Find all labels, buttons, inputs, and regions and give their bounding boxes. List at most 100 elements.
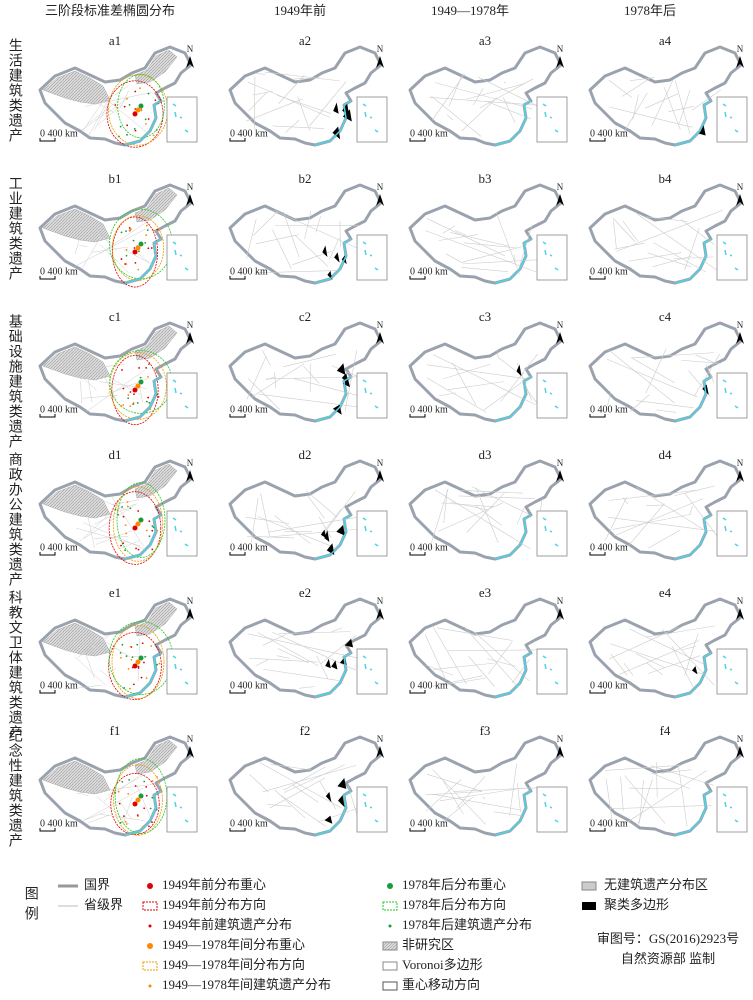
coastline: [124, 514, 162, 560]
inset-map: [716, 372, 748, 419]
inset-map: [536, 96, 568, 143]
province-line: [76, 684, 102, 689]
center: [138, 793, 144, 799]
scale-label: 0 400 km: [410, 404, 448, 415]
cluster-polygon: [332, 126, 341, 140]
scale-bar: [39, 828, 56, 832]
province-line: [113, 667, 116, 671]
cluster-polygon: [333, 102, 339, 114]
legend-item: 1949—1978年间分布方向: [162, 957, 305, 972]
province-line: [99, 220, 149, 255]
site-point: [124, 821, 127, 823]
voronoi-edge: [261, 349, 271, 366]
panel-label: c2: [299, 309, 311, 324]
coastline: [674, 100, 712, 146]
site-point: [121, 780, 124, 783]
cluster-polygon: [344, 638, 354, 648]
voronoi-edge: [607, 391, 611, 406]
province-line: [79, 637, 100, 655]
voronoi-edge: [267, 804, 292, 807]
map-panel: f4 N 0 400 km: [588, 723, 748, 837]
scale-label: 0 400 km: [230, 680, 268, 691]
inset-map: [716, 648, 748, 695]
voronoi-edge: [277, 648, 309, 664]
scale-label: 0 400 km: [230, 266, 268, 277]
scale-bar: [229, 690, 246, 694]
coastline: [494, 514, 532, 560]
voronoi-edge: [293, 77, 320, 80]
north-arrow: [376, 332, 384, 344]
legend-item: 1949年前分布重心: [162, 877, 266, 892]
inset-map: [356, 510, 388, 557]
site-point: [133, 247, 136, 249]
coastline: [314, 790, 352, 836]
icon: [388, 924, 392, 928]
row-label: 基础设施建筑类遗产: [7, 313, 23, 449]
voronoi-edge: [453, 787, 539, 792]
voronoi-edge: [612, 514, 691, 530]
voronoi-edge: [309, 81, 347, 127]
inset-map: [356, 786, 388, 833]
voronoi-edge: [705, 364, 715, 384]
cluster-polygon: [325, 791, 332, 803]
country-outline: [228, 735, 383, 837]
scale-label: 0 400 km: [410, 818, 448, 829]
cluster-polygon: [334, 252, 340, 263]
inset-map: [166, 786, 198, 833]
column-header: 三阶段标准差椭圆分布: [45, 3, 175, 18]
site-point: [145, 786, 148, 788]
site-point: [136, 402, 139, 404]
non-study-area: [42, 622, 111, 657]
row-label: 工业建筑类遗产: [7, 176, 23, 281]
voronoi-edge: [475, 505, 502, 526]
center: [132, 249, 138, 255]
map-panel: b4 N 0 400 km: [588, 171, 748, 285]
north-arrow: [736, 470, 744, 482]
site-point: [129, 405, 132, 408]
north-arrow: [186, 746, 194, 758]
panel-label: a3: [479, 33, 491, 48]
panel-label: d1: [109, 447, 122, 462]
province-line: [81, 109, 111, 131]
voronoi-edge: [316, 655, 329, 679]
panel-label: c4: [659, 309, 672, 324]
site-point: [126, 501, 129, 503]
ellipse: [111, 354, 159, 426]
country-outline: [228, 321, 383, 423]
inset-islands: [172, 103, 189, 133]
inset-islands: [362, 103, 379, 133]
legend-item: 1949年前分布方向: [162, 897, 266, 912]
site-point: [143, 661, 145, 664]
ellipse: [116, 482, 166, 558]
scale-bar: [39, 552, 56, 556]
voronoi-edge: [250, 497, 259, 544]
site-point: [124, 549, 126, 552]
icon: [147, 943, 153, 949]
province-line: [75, 656, 106, 686]
voronoi-edge: [652, 255, 693, 268]
voronoi-edge: [631, 352, 714, 359]
north-arrow: [186, 470, 194, 482]
inset-map: [166, 96, 198, 143]
coastline: [494, 790, 532, 836]
inset-map: [166, 510, 198, 557]
inset-map: [716, 234, 748, 281]
voronoi-edge: [606, 358, 698, 398]
voronoi-edge: [623, 770, 707, 825]
icon: [148, 924, 152, 928]
coastline: [494, 376, 532, 422]
center: [132, 111, 138, 117]
site-point: [155, 129, 158, 131]
voronoi-edge: [461, 267, 509, 273]
inset-islands: [362, 655, 379, 685]
inset-islands: [722, 103, 739, 133]
north-label: N: [377, 458, 384, 468]
cluster-polygon: [325, 658, 331, 669]
province-line: [87, 365, 141, 396]
non-study-area: [42, 208, 111, 243]
voronoi-edge: [444, 677, 487, 686]
panel-label: b3: [479, 171, 492, 186]
panel-label: e3: [479, 585, 491, 600]
site-point: [151, 780, 154, 782]
